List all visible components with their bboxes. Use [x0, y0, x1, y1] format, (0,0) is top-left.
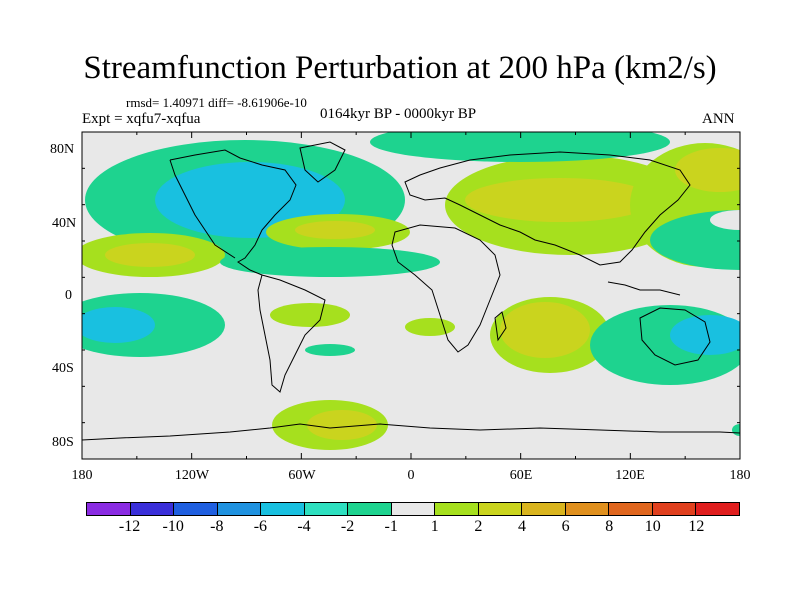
colorbar-swatch: [348, 503, 392, 515]
contour-fields: [82, 132, 740, 450]
colorbar-swatch: [478, 503, 523, 515]
stats-line: rmsd= 1.40971 diff= -8.61906e-10: [126, 95, 307, 110]
colorbar-swatch: [174, 503, 218, 515]
contour-npac-inner: [675, 148, 740, 192]
colorbar-label: -1: [384, 518, 398, 535]
coast-south-america: [257, 274, 326, 393]
colorbar-label: 4: [518, 518, 526, 535]
contour-southcone: [305, 344, 355, 356]
experiment-label: Expt = xqfu7-xqfua: [82, 111, 201, 127]
lon-tick-label: 0: [407, 468, 415, 483]
coast-africa: [391, 224, 501, 353]
colorbar-swatch: [609, 503, 653, 515]
plot-title: Streamfunction Perturbation at 200 hPa (…: [83, 50, 717, 86]
colorbar-swatch: [522, 503, 566, 515]
lon-tick-label: 180: [71, 468, 93, 483]
colorbar-label: 2: [474, 518, 483, 535]
colorbar-swatch: [261, 503, 305, 515]
coast-europe-asia: [404, 151, 691, 266]
coastlines: [82, 141, 740, 441]
coast-north-america: [169, 149, 297, 276]
colorbar-label: -12: [118, 518, 141, 535]
colorbar-swatch: [391, 503, 436, 515]
coast-australia: [639, 307, 711, 366]
colorbar-label: 8: [605, 518, 614, 535]
contour-arctic: [370, 132, 670, 162]
axis-ticks: [81, 131, 741, 460]
lat-tick-label: 40S: [52, 361, 74, 376]
lon-tick-label: 60E: [509, 468, 533, 483]
contour-equ-atl: [405, 318, 455, 336]
lat-tick-label: 0: [65, 288, 72, 303]
colorbar: [86, 502, 740, 516]
colorbar-label: -8: [210, 518, 224, 535]
coast-indonesia: [607, 281, 681, 296]
period-label: 0164kyr BP - 0000kyr BP: [320, 106, 477, 122]
colorbar-label: -2: [340, 518, 355, 535]
colorbar-swatch: [435, 503, 479, 515]
coast-greenland: [299, 141, 346, 183]
colorbar-label: -4: [297, 518, 311, 535]
colorbar-label: 10: [644, 518, 661, 535]
coast-antarctica: [82, 423, 740, 441]
contour-ant-inner: [307, 410, 377, 440]
lat-tick-label: 40N: [52, 216, 77, 231]
contour-wpac-core: [710, 210, 740, 230]
lon-tick-label: 60W: [288, 468, 316, 483]
colorbar-swatch: [652, 503, 697, 515]
colorbar-swatch: [304, 503, 349, 515]
contour-epac-inner: [105, 243, 195, 267]
contour-eurasia-inner: [465, 178, 655, 222]
colorbar-label: 6: [561, 518, 570, 535]
contour-ind-inner: [500, 302, 590, 358]
colorbar-swatch: [565, 503, 610, 515]
colorbar-swatch: [217, 503, 262, 515]
lon-tick-label: 180: [729, 468, 751, 483]
colorbar-label: 1: [430, 518, 439, 535]
contour-aus-inner: [670, 315, 740, 355]
colorbar-label: -10: [162, 518, 184, 535]
contour-tatl: [220, 247, 440, 277]
lat-tick-label: 80N: [50, 142, 75, 157]
lat-tick-label: 80S: [52, 435, 74, 450]
colorbar-swatch: [87, 503, 131, 515]
contour-satl: [270, 303, 350, 327]
lon-tick-label: 120E: [615, 468, 645, 483]
contour-catl-inner: [295, 221, 375, 239]
colorbar-swatch: [696, 503, 739, 515]
season-label: ANN: [702, 111, 735, 127]
colorbar-swatch: [130, 503, 175, 515]
colorbar-label: 12: [688, 518, 705, 535]
coast-north-america-west: [169, 159, 236, 259]
lon-tick-label: 120W: [174, 468, 210, 483]
coast-madagascar: [494, 311, 507, 342]
contour-spac-inner: [82, 307, 155, 343]
colorbar-label: -6: [253, 518, 268, 535]
